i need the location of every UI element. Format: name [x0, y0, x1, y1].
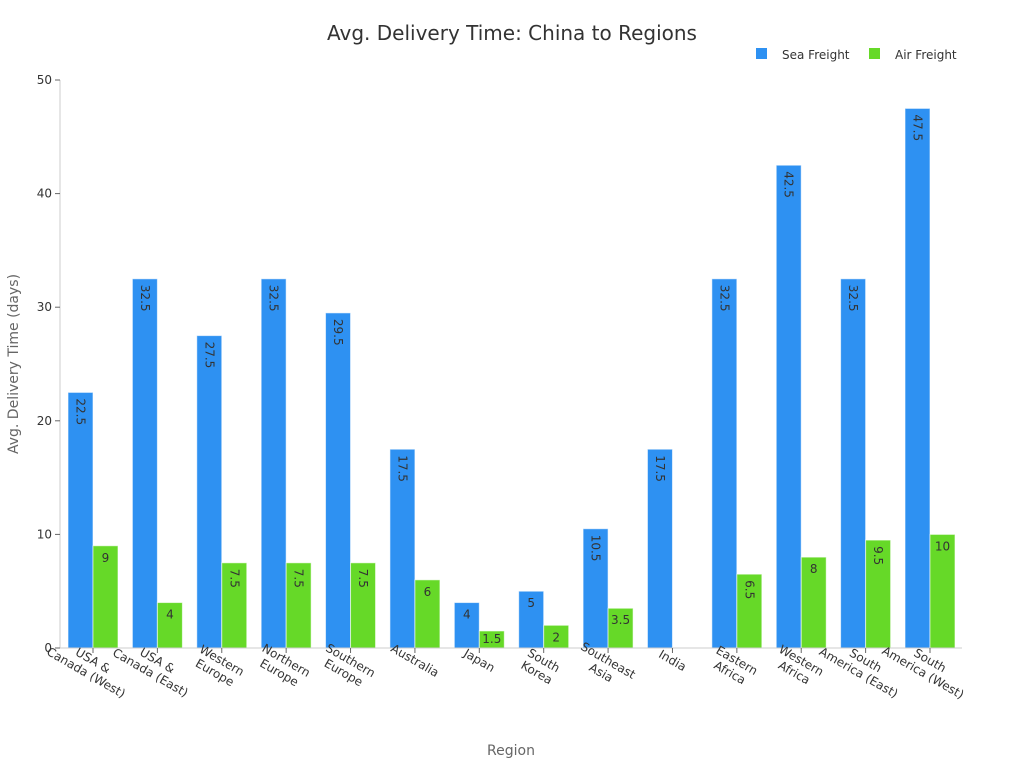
sea-freight-bar — [453, 602, 480, 649]
bar-value-label: 32.5 — [138, 285, 152, 312]
sea-freight-bar — [131, 278, 158, 649]
air-freight-bar — [865, 539, 892, 649]
bar-value-label: 5 — [527, 596, 535, 610]
y-tick-label: 50 — [37, 73, 52, 87]
bar-value-label: 9.5 — [871, 546, 885, 565]
bar-value-label: 22.5 — [74, 398, 88, 425]
y-tick-label: 40 — [37, 187, 52, 201]
sea-freight-bar — [840, 278, 867, 649]
bar-value-label: 4 — [463, 608, 471, 622]
bar-value-label: 4 — [166, 608, 174, 622]
y-tick-label: 30 — [37, 300, 52, 314]
bar-value-label: 17.5 — [395, 455, 409, 482]
sea-freight-bar — [904, 107, 931, 649]
y-tick-label: 10 — [37, 527, 52, 541]
y-tick-label: 0 — [44, 641, 52, 655]
bar-value-label: 10 — [935, 539, 950, 553]
sea-freight-bar — [67, 391, 94, 649]
y-tick-label: 20 — [37, 414, 52, 428]
air-freight-bar — [221, 562, 248, 649]
air-freight-bar — [92, 545, 119, 649]
air-freight-bar — [285, 562, 312, 649]
sea-freight-bar — [196, 335, 223, 649]
bar-value-label: 17.5 — [653, 455, 667, 482]
bars: 22.532.527.532.529.517.54510.517.532.542… — [67, 107, 956, 649]
sea-freight-bar — [711, 278, 738, 649]
bar-value-label: 7.5 — [356, 569, 370, 588]
bar-value-label: 6 — [424, 585, 432, 599]
chart-title: Avg. Delivery Time: China to Regions — [327, 21, 697, 45]
bar-value-label: 29.5 — [331, 319, 345, 346]
legend-item-sea-freight[interactable]: Sea Freight — [756, 48, 850, 62]
bar-value-label: 3.5 — [611, 613, 630, 627]
bar-value-label: 7.5 — [227, 569, 241, 588]
sea-freight-bar — [389, 448, 416, 649]
air-freight-bar — [929, 533, 956, 649]
bar-value-label: 10.5 — [589, 535, 603, 562]
air-freight-bar — [800, 556, 827, 649]
x-axis: USA &Canada (West) USA &Canada (East) West… — [44, 639, 966, 701]
air-freight-bar — [736, 573, 763, 649]
bar-value-label: 27.5 — [202, 342, 216, 369]
bar-value-label: 32.5 — [846, 285, 860, 312]
bar-value-label: 1.5 — [482, 632, 501, 646]
air-freight-bar — [414, 579, 441, 649]
sea-freight-bar — [325, 312, 352, 649]
bar-value-label: 2 — [552, 630, 560, 644]
bar-value-label: 6.5 — [742, 580, 756, 599]
bar-value-label: 32.5 — [717, 285, 731, 312]
x-axis-title: Region — [487, 743, 535, 759]
legend-swatch — [869, 48, 880, 59]
bar-value-label: 9 — [102, 551, 110, 565]
air-freight-bar — [156, 602, 183, 649]
y-axis: 0 10 20 30 40 50 — [37, 73, 61, 655]
air-freight-bar — [607, 607, 634, 649]
bar-value-label: 8 — [810, 562, 818, 576]
legend-label: Sea Freight — [782, 48, 850, 62]
legend-swatch — [756, 48, 767, 59]
legend-item-air-freight[interactable]: Air Freight — [869, 48, 957, 62]
bar-value-label: 7.5 — [292, 569, 306, 588]
y-axis-title: Avg. Delivery Time (days) — [6, 274, 22, 454]
bar-value-label: 47.5 — [911, 114, 925, 141]
legend-label: Air Freight — [895, 48, 957, 62]
legend: Sea Freight Air Freight — [756, 48, 957, 62]
bar-value-label: 32.5 — [267, 285, 281, 312]
bar-value-label: 42.5 — [782, 171, 796, 198]
sea-freight-bar — [775, 164, 802, 649]
sea-freight-bar — [260, 278, 287, 649]
